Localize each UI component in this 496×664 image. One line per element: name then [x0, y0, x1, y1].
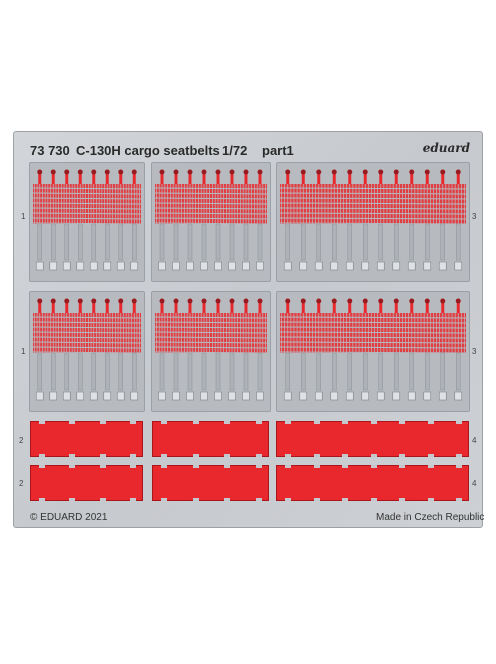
strap-bar-tab: [39, 498, 45, 501]
strap-bar-tab: [313, 498, 320, 501]
strap-bar-tab: [313, 454, 320, 457]
strap-bar-tab: [427, 454, 434, 457]
strap-bar-tab: [224, 454, 231, 457]
strap-bar-tab: [39, 421, 45, 424]
strap-bar-tab: [285, 454, 291, 457]
strap-bar-tab: [427, 421, 434, 424]
strap-bar-tab: [370, 421, 377, 424]
strap-bar-tab: [99, 465, 106, 468]
seatbelt-net-drawing: [32, 169, 142, 271]
strap-bar-tab: [256, 421, 262, 424]
strap-bar-tab: [99, 498, 106, 501]
strap-bar-tab: [399, 465, 405, 468]
strap-bar-tab: [224, 498, 231, 501]
strap-bar-tab: [192, 454, 199, 457]
strap-bar-tab: [130, 465, 136, 468]
seatbelt-net-drawing: [32, 298, 142, 401]
strap-bar-tab: [370, 454, 377, 457]
strap-bar-tab: [313, 421, 320, 424]
strap-bar-tab: [161, 454, 167, 457]
strap-bar-b2: [152, 465, 269, 501]
seatbelt-net-drawing: [154, 169, 268, 271]
strap-bar-tab: [130, 454, 136, 457]
strap-bar-tab: [256, 465, 262, 468]
strap-bar-tab: [130, 498, 136, 501]
strap-bar-tab: [39, 465, 45, 468]
strap-bar-tab: [399, 454, 405, 457]
strap-bar-tab: [69, 454, 76, 457]
strap-bar-tab: [161, 421, 167, 424]
part-number-left-4: 2: [19, 479, 24, 488]
part-number-right-3: 4: [472, 436, 477, 445]
part-number-right-4: 4: [472, 479, 477, 488]
strap-bar-tab: [427, 498, 434, 501]
strap-bar-tab: [313, 465, 320, 468]
strap-bar-tab: [370, 498, 377, 501]
strap-bar-tab: [370, 465, 377, 468]
strap-bar-tab: [39, 454, 45, 457]
strap-bar-tab: [456, 498, 462, 501]
strap-bar-b1: [152, 421, 269, 457]
strap-bar-c2: [276, 465, 469, 501]
strap-bar-tab: [69, 498, 76, 501]
strap-bar-tab: [192, 421, 199, 424]
strap-bar-tab: [285, 421, 291, 424]
strap-bar-a1: [30, 421, 143, 457]
strap-bar-tab: [342, 498, 348, 501]
seatbelt-net-drawing: [279, 298, 467, 401]
strap-bar-tab: [161, 498, 167, 501]
strap-bar-a2: [30, 465, 143, 501]
strap-bar-tab: [456, 421, 462, 424]
strap-bar-c1: [276, 421, 469, 457]
strap-bar-tab: [69, 421, 76, 424]
strap-bar-tab: [399, 421, 405, 424]
seatbelt-net-drawing: [154, 298, 268, 401]
strap-bar-tab: [69, 465, 76, 468]
product-scale: 1/72: [222, 143, 248, 158]
origin-text: Made in Czech Republic: [376, 512, 485, 523]
strap-bar-tab: [130, 421, 136, 424]
strap-bar-tab: [99, 421, 106, 424]
strap-bar-tab: [342, 465, 348, 468]
product-code: 73 730: [30, 143, 70, 158]
part-number-left-3: 2: [19, 436, 24, 445]
strap-bar-tab: [224, 465, 231, 468]
strap-bar-tab: [256, 498, 262, 501]
product-title: C-130H cargo seatbelts: [76, 143, 220, 158]
strap-bar-tab: [285, 498, 291, 501]
seatbelt-net-drawing: [279, 169, 467, 271]
copyright-text: © EDUARD 2021: [30, 512, 108, 523]
strap-bar-tab: [99, 454, 106, 457]
part-number-left-2: 1: [21, 347, 26, 356]
eduard-logo: eduard: [422, 141, 470, 155]
strap-bar-tab: [342, 454, 348, 457]
strap-bar-tab: [161, 465, 167, 468]
strap-bar-tab: [285, 465, 291, 468]
strap-bar-tab: [192, 465, 199, 468]
strap-bar-tab: [456, 454, 462, 457]
strap-bar-tab: [342, 421, 348, 424]
strap-bar-tab: [256, 454, 262, 457]
strap-bar-tab: [427, 465, 434, 468]
strap-bar-tab: [456, 465, 462, 468]
strap-bar-tab: [399, 498, 405, 501]
strap-bar-tab: [224, 421, 231, 424]
part-number-right-1: 3: [472, 212, 477, 221]
product-part: part1: [262, 143, 294, 158]
part-number-right-2: 3: [472, 347, 477, 356]
strap-bar-tab: [192, 498, 199, 501]
part-number-left-1: 1: [21, 212, 26, 221]
